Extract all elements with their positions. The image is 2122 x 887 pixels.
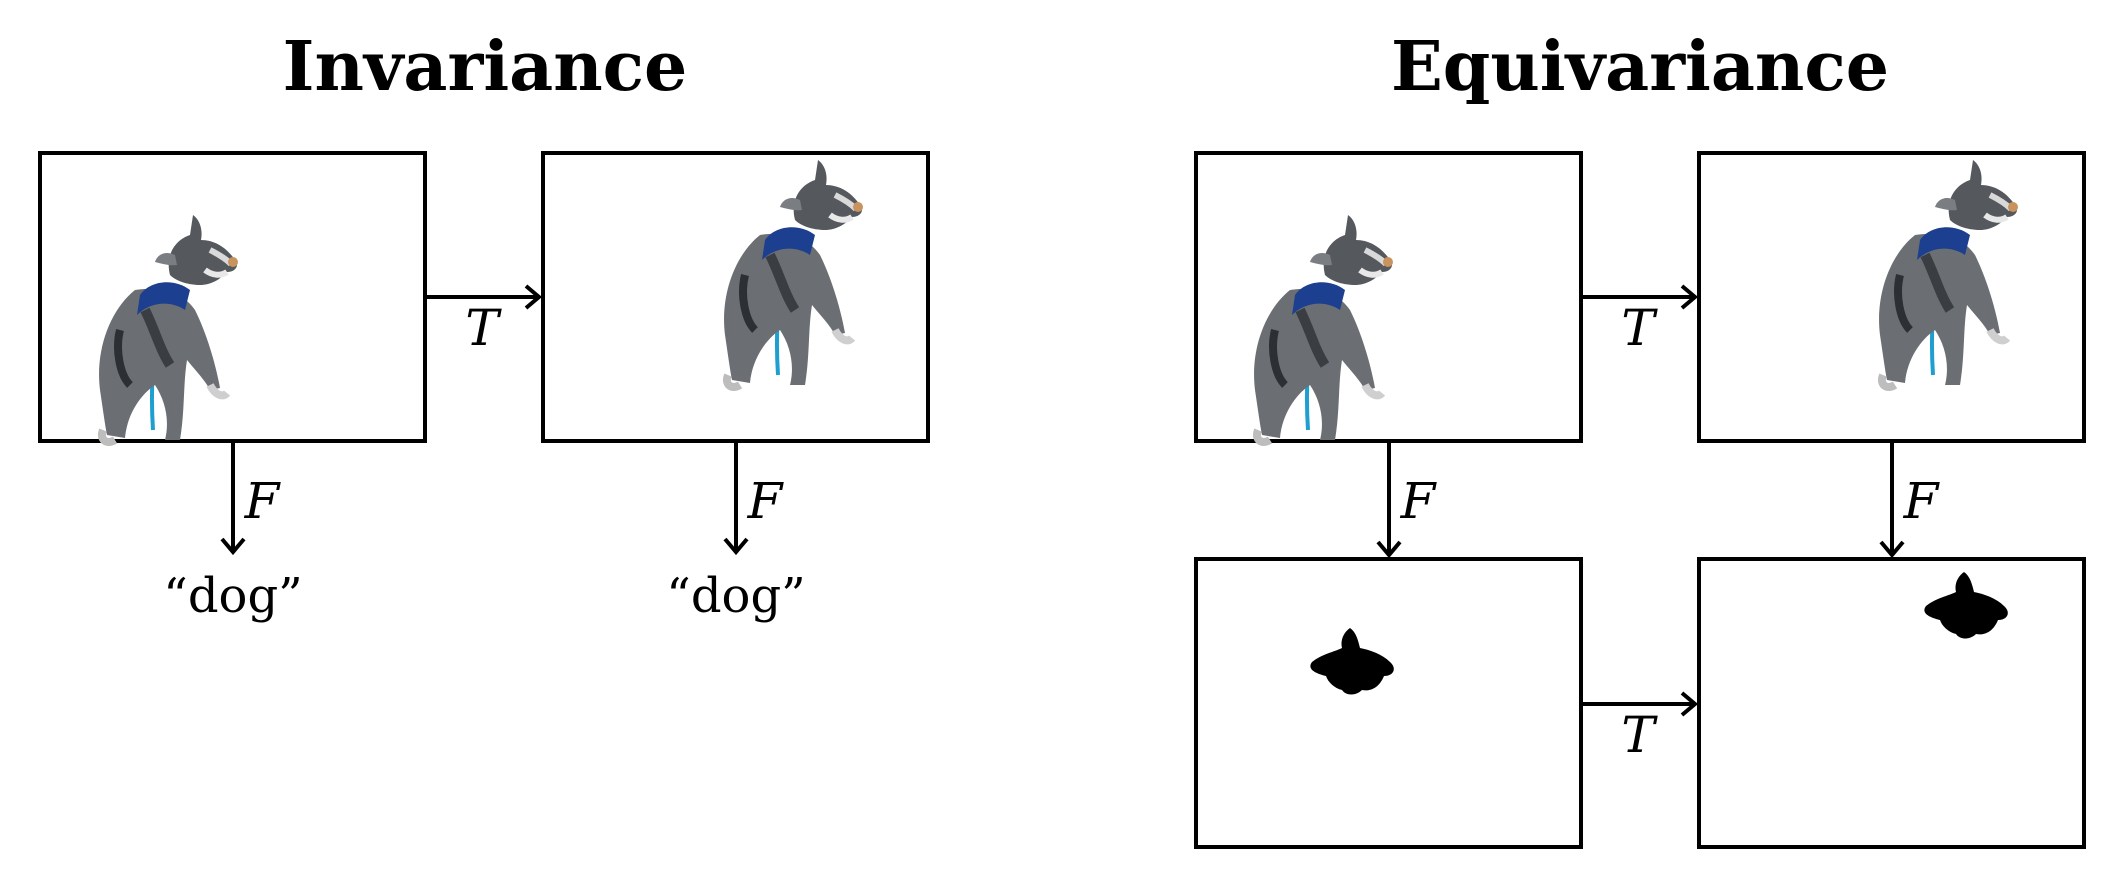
invariance-function-label-left: F [244,472,282,530]
invariance-output-right: “dog” [666,568,805,624]
equivariance-output-mask-right [1697,557,2086,849]
invariance-transform-label: T [465,299,502,357]
equivariance-transform-arrow-bottom [1581,691,1699,717]
equivariance-transform-arrow-top [1581,284,1699,310]
equivariance-function-arrow-right [1879,441,1905,559]
equivariance-transformed-image [1697,151,2086,443]
equivariance-transform-label-bottom: T [1621,706,1658,764]
invariance-function-arrow-left [220,441,246,556]
equivariance-output-mask-left [1194,557,1583,849]
invariance-output-left: “dog” [163,568,302,624]
equivariance-function-label-left: F [1400,472,1438,530]
equivariance-function-label-right: F [1903,472,1941,530]
equivariance-transform-label-top: T [1621,299,1658,357]
invariance-transform-arrow [425,284,543,310]
invariance-title: Invariance [283,27,688,107]
equivariance-title: Equivariance [1391,27,1889,107]
equivariance-function-arrow-left [1376,441,1402,559]
invariance-transformed-image [541,151,930,443]
equivariance-input-image [1194,151,1583,442]
invariance-function-arrow-right [723,441,749,556]
invariance-input-image [38,151,427,442]
invariance-function-label-right: F [747,472,785,530]
